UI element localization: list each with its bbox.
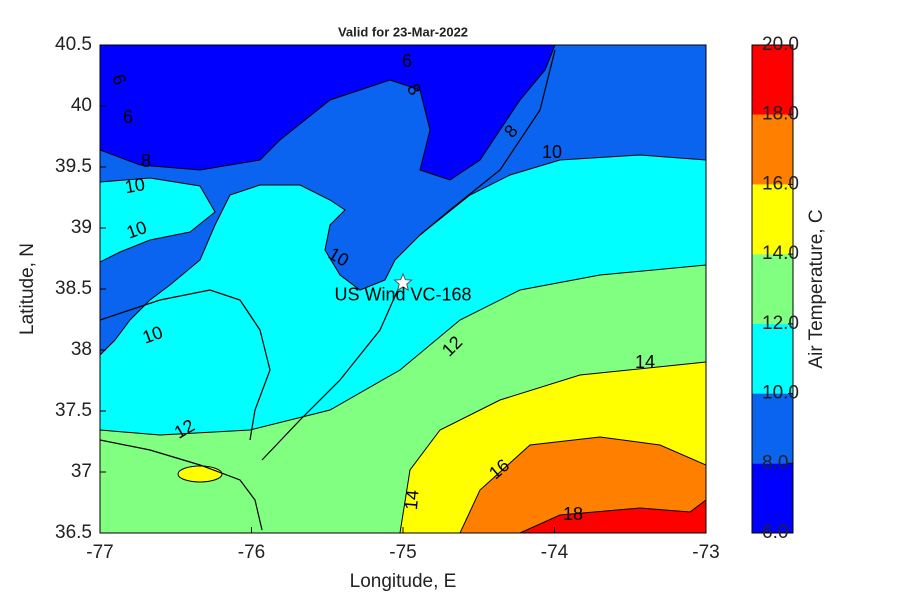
colorbar-band <box>752 463 793 533</box>
colorbar-band <box>752 393 793 464</box>
coastline <box>100 49 556 531</box>
colorbar-tick-label: 6.0 <box>762 522 788 543</box>
colorbar-tick-label: 12.0 <box>762 313 799 334</box>
colorbar-band <box>752 254 793 324</box>
colorbar-band <box>752 323 793 394</box>
colorbar-band <box>752 45 793 115</box>
band-10-12-inner <box>100 177 216 263</box>
station-marker <box>393 272 413 292</box>
colorbar-tick-label: 14.0 <box>762 243 799 264</box>
colorbar-tick-label: 8.0 <box>762 452 788 473</box>
band-18-20 <box>519 499 706 533</box>
band-14-16-blob <box>177 465 223 483</box>
y-tick-label: 38.5 <box>55 278 92 299</box>
y-tick-label: 37 <box>71 461 92 482</box>
contour-label: 18 <box>563 504 583 524</box>
contour-label: 10 <box>123 174 146 197</box>
y-axis-label: Latitude, N <box>17 243 38 335</box>
x-axis-label: Longitude, E <box>350 571 457 592</box>
band-6-8 <box>100 45 556 181</box>
x-tick-label: -76 <box>238 542 265 563</box>
x-tick-label: -77 <box>86 542 113 563</box>
contour-label: 6 <box>123 107 133 127</box>
contour-label: 6 <box>402 51 412 71</box>
y-tick-label: 36.5 <box>55 522 92 543</box>
colorbar-band <box>752 114 793 185</box>
contour-label: 14 <box>401 489 423 511</box>
y-tick-label: 38 <box>71 339 92 360</box>
contour-label: 10 <box>542 142 562 162</box>
y-tick-label: 37.5 <box>55 400 92 421</box>
station-label: US Wind VC-168 <box>334 285 471 305</box>
colorbar-band <box>752 184 793 255</box>
y-tick-label: 39.5 <box>55 156 92 177</box>
colorbar-tick-label: 10.0 <box>762 383 799 404</box>
y-tick-label: 39 <box>71 217 92 238</box>
colorbar-frame <box>751 44 794 534</box>
y-tick-label: 40 <box>71 95 92 116</box>
x-tick-label: -74 <box>541 542 569 563</box>
colorbar-tick-label: 20.0 <box>762 34 799 55</box>
colorbar-label: Air Temperature, C <box>806 209 827 368</box>
colorbar-tick-label: 16.0 <box>762 173 799 194</box>
chart-title: Valid for 23-Mar-2022 <box>338 24 468 39</box>
x-tick-label: -73 <box>692 542 719 563</box>
y-tick-label: 40.5 <box>55 34 92 55</box>
contour-label: 14 <box>635 352 655 372</box>
contour-fill <box>100 45 706 533</box>
colorbar-tick-label: 18.0 <box>762 104 799 125</box>
contour-label: 8 <box>141 151 151 171</box>
x-tick-label: -75 <box>389 542 416 563</box>
